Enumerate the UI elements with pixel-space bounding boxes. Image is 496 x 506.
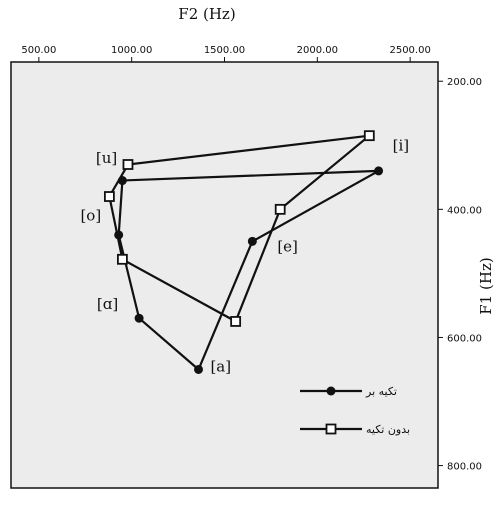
vowel-label: [a] <box>210 357 231 375</box>
y-tick-label: 600.00 <box>447 333 482 344</box>
x-axis-ticks: 500.00 1000.00 1500.00 2000.00 2500.00 <box>21 45 431 62</box>
vowel-labels: [i] [u] [o] [e] [ɑ] [a] <box>80 136 409 375</box>
legend-label: بدون تکیه <box>366 423 410 436</box>
y-tick-label: 800.00 <box>447 462 482 473</box>
data-point-square <box>230 316 242 327</box>
data-point-square <box>122 159 134 170</box>
vowel-label: [e] <box>277 237 298 255</box>
vowel-label: [i] <box>393 136 410 154</box>
vowel-label: [u] <box>96 149 117 167</box>
data-point-square <box>103 191 115 202</box>
vowel-label: [ɑ] <box>97 295 118 313</box>
data-point-circle <box>247 236 257 246</box>
x-tick-label: 1500.00 <box>204 45 245 56</box>
x-tick-label: 2000.00 <box>297 45 338 56</box>
x-axis-title: F2 (Hz) <box>178 5 235 23</box>
x-tick-label: 2500.00 <box>389 45 430 56</box>
x-tick-label: 500.00 <box>21 45 56 56</box>
data-point-square <box>274 203 286 215</box>
data-point-square <box>116 253 128 265</box>
legend-marker-square <box>325 423 337 435</box>
y-axis-ticks: 200.00 400.00 600.00 800.00 <box>438 77 482 473</box>
y-tick-label: 400.00 <box>447 205 482 216</box>
series-layer <box>103 130 384 374</box>
data-point-circle <box>194 364 204 374</box>
legend: تکیه بر بدون تکیه <box>300 385 410 436</box>
legend-label: تکیه بر <box>365 385 397 398</box>
y-tick-label: 200.00 <box>447 77 482 88</box>
legend-marker-circle <box>326 386 336 396</box>
data-point-circle <box>134 313 144 323</box>
vowel-label: [o] <box>80 207 101 225</box>
data-point-square <box>363 130 375 142</box>
data-point-circle <box>374 166 384 176</box>
y-axis-title: F1 (Hz) <box>477 257 495 314</box>
x-tick-label: 1000.00 <box>111 45 152 56</box>
